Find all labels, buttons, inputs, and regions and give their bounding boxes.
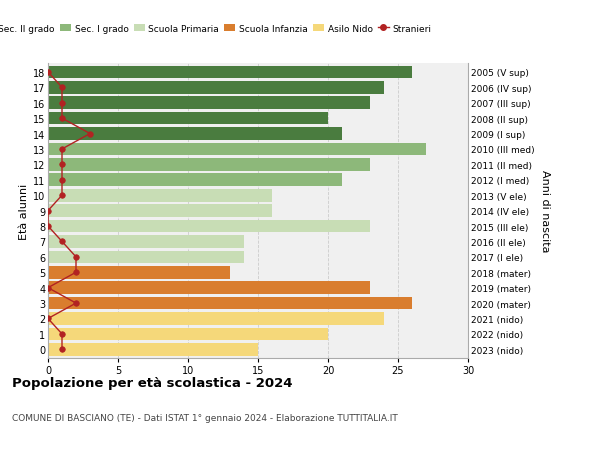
Bar bbox=[48, 190, 272, 202]
Bar bbox=[48, 220, 370, 233]
Bar bbox=[48, 297, 412, 310]
Legend: Sec. II grado, Sec. I grado, Scuola Primaria, Scuola Infanzia, Asilo Nido, Stran: Sec. II grado, Sec. I grado, Scuola Prim… bbox=[0, 25, 431, 34]
Bar bbox=[48, 313, 384, 325]
Bar bbox=[48, 343, 258, 356]
Bar bbox=[48, 97, 370, 110]
Bar bbox=[48, 82, 384, 95]
Y-axis label: Età alunni: Età alunni bbox=[19, 183, 29, 239]
Bar bbox=[48, 67, 412, 79]
Text: Popolazione per età scolastica - 2024: Popolazione per età scolastica - 2024 bbox=[12, 376, 293, 389]
Y-axis label: Anni di nascita: Anni di nascita bbox=[540, 170, 550, 252]
Bar bbox=[48, 282, 370, 294]
Bar bbox=[48, 251, 244, 263]
Bar bbox=[48, 328, 328, 341]
Bar bbox=[48, 128, 342, 140]
Bar bbox=[48, 205, 272, 218]
Bar bbox=[48, 159, 370, 171]
Bar bbox=[48, 112, 328, 125]
Bar bbox=[48, 235, 244, 248]
Text: COMUNE DI BASCIANO (TE) - Dati ISTAT 1° gennaio 2024 - Elaborazione TUTTITALIA.I: COMUNE DI BASCIANO (TE) - Dati ISTAT 1° … bbox=[12, 413, 398, 422]
Bar bbox=[48, 266, 230, 279]
Bar bbox=[48, 174, 342, 187]
Bar bbox=[48, 143, 426, 156]
